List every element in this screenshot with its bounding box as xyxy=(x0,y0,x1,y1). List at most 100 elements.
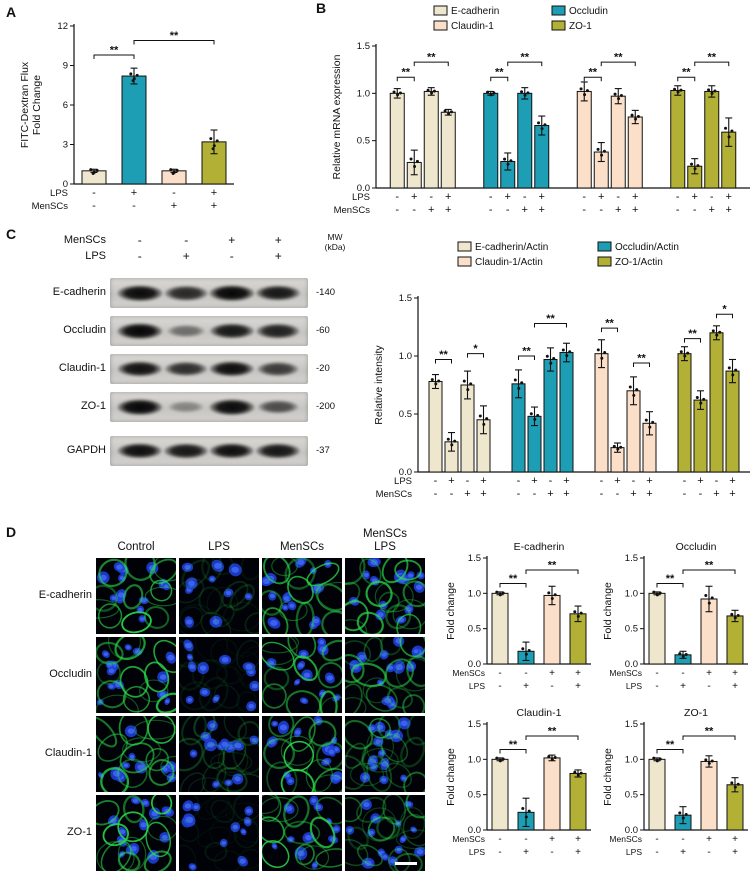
membrane-outline xyxy=(221,580,249,609)
nucleus-core xyxy=(234,776,241,782)
sign-symbol: + xyxy=(480,475,486,487)
data-point xyxy=(135,73,139,77)
membrane-outline xyxy=(179,772,206,792)
data-point xyxy=(693,167,697,171)
nucleus-core xyxy=(381,652,387,657)
nucleus-core xyxy=(415,584,423,590)
data-point xyxy=(632,393,636,397)
membrane-outline xyxy=(214,604,235,628)
data-point xyxy=(678,811,682,815)
nucleus-core xyxy=(295,680,300,684)
micro-svg xyxy=(96,558,176,634)
membrane-outline xyxy=(345,755,367,790)
sign-symbol: - xyxy=(489,191,493,203)
y-axis-label: Fold change xyxy=(445,582,457,640)
blot-header-sign: - xyxy=(137,233,142,247)
sign-symbol: + xyxy=(549,834,555,845)
sign-symbol: + xyxy=(706,668,712,679)
legend-label: E-cadherin xyxy=(451,6,499,17)
y-axis-label: Relative intensity xyxy=(373,345,385,425)
membrane-outline xyxy=(402,813,425,847)
significance-bracket xyxy=(682,569,736,575)
data-point xyxy=(648,425,652,429)
bar xyxy=(594,353,609,473)
membrane-outline xyxy=(100,840,132,871)
membrane-outline xyxy=(262,637,300,654)
legend-swatch xyxy=(457,241,472,252)
data-point xyxy=(681,654,685,658)
y-axis-label: Fold Change xyxy=(31,75,43,135)
significance-label: ** xyxy=(588,67,597,79)
membrane-outline xyxy=(283,740,315,772)
significance-label: ** xyxy=(548,726,557,738)
micro-col-header-3: MenSCs xyxy=(279,541,325,553)
nucleus-core xyxy=(298,663,304,668)
data-point xyxy=(730,129,734,133)
membrane-outline xyxy=(395,657,425,692)
sign-row-label: MenSCs xyxy=(609,668,642,678)
sign-symbol: - xyxy=(632,475,636,487)
data-point xyxy=(392,90,396,94)
significance-label: ** xyxy=(614,52,623,64)
membrane-outline xyxy=(369,717,391,739)
y-tick-label: 0.0 xyxy=(357,183,370,194)
membrane-outline xyxy=(102,823,129,847)
membrane-outline xyxy=(210,751,253,774)
data-point xyxy=(676,90,680,94)
data-point xyxy=(552,357,556,361)
panel-d-label: D xyxy=(6,524,17,540)
sign-symbol: + xyxy=(563,475,569,487)
data-point xyxy=(596,147,600,151)
sign-symbol: + xyxy=(549,668,555,679)
nucleus-core xyxy=(303,672,311,678)
data-point xyxy=(175,168,179,172)
membrane-outline xyxy=(396,613,422,634)
sign-symbol: + xyxy=(211,200,217,212)
data-point xyxy=(655,593,659,597)
membrane-outline xyxy=(244,612,259,634)
sign-symbol: + xyxy=(445,191,451,203)
membrane-outline xyxy=(262,816,285,844)
micro-svg xyxy=(262,716,342,792)
micro-image-r4-c4 xyxy=(345,795,425,871)
membrane-outline xyxy=(366,729,395,764)
bar xyxy=(726,615,744,665)
membrane-outline xyxy=(394,559,422,581)
panel-d-chart-zo1: ZO-1 0.0 0.5 1.0 1.5 Fold change ** ** MenSCs - - +… xyxy=(602,704,754,871)
nucleus-core xyxy=(241,830,246,834)
nucleus-core xyxy=(358,654,365,660)
nucleus-core xyxy=(185,642,192,649)
data-point xyxy=(684,652,688,656)
nucleus-core xyxy=(262,578,270,585)
data-point xyxy=(495,756,499,760)
nucleus-core xyxy=(132,798,139,803)
sign-row-label: LPS xyxy=(50,188,68,199)
sign-symbol: + xyxy=(539,191,545,203)
y-tick-label: 0.0 xyxy=(625,825,638,836)
significance-label: ** xyxy=(110,44,119,56)
data-point xyxy=(710,759,714,763)
membrane-outline xyxy=(122,795,145,824)
sign-symbol: + xyxy=(729,488,735,500)
micro-image-r1-c2 xyxy=(179,558,259,634)
nucleus-core xyxy=(111,596,117,600)
data-point xyxy=(430,91,434,95)
sign-symbol: + xyxy=(531,475,537,487)
membrane-outline xyxy=(262,795,282,822)
membrane-outline xyxy=(406,716,425,746)
sign-symbol: + xyxy=(411,191,417,203)
sign-symbol: - xyxy=(655,834,658,845)
significance-bracket xyxy=(682,735,736,741)
nucleus-core xyxy=(119,576,125,580)
sign-symbol: - xyxy=(616,191,620,203)
membrane-outline xyxy=(347,826,369,851)
blot-band xyxy=(257,362,299,376)
nucleus-core xyxy=(323,759,330,765)
sign-symbol: - xyxy=(506,204,510,216)
y-tick-label: 0.5 xyxy=(357,136,370,147)
significance-label: ** xyxy=(495,67,504,79)
blot-band xyxy=(256,323,300,339)
data-point xyxy=(169,168,173,172)
sign-symbol: - xyxy=(681,834,684,845)
membrane-outline xyxy=(191,659,228,691)
